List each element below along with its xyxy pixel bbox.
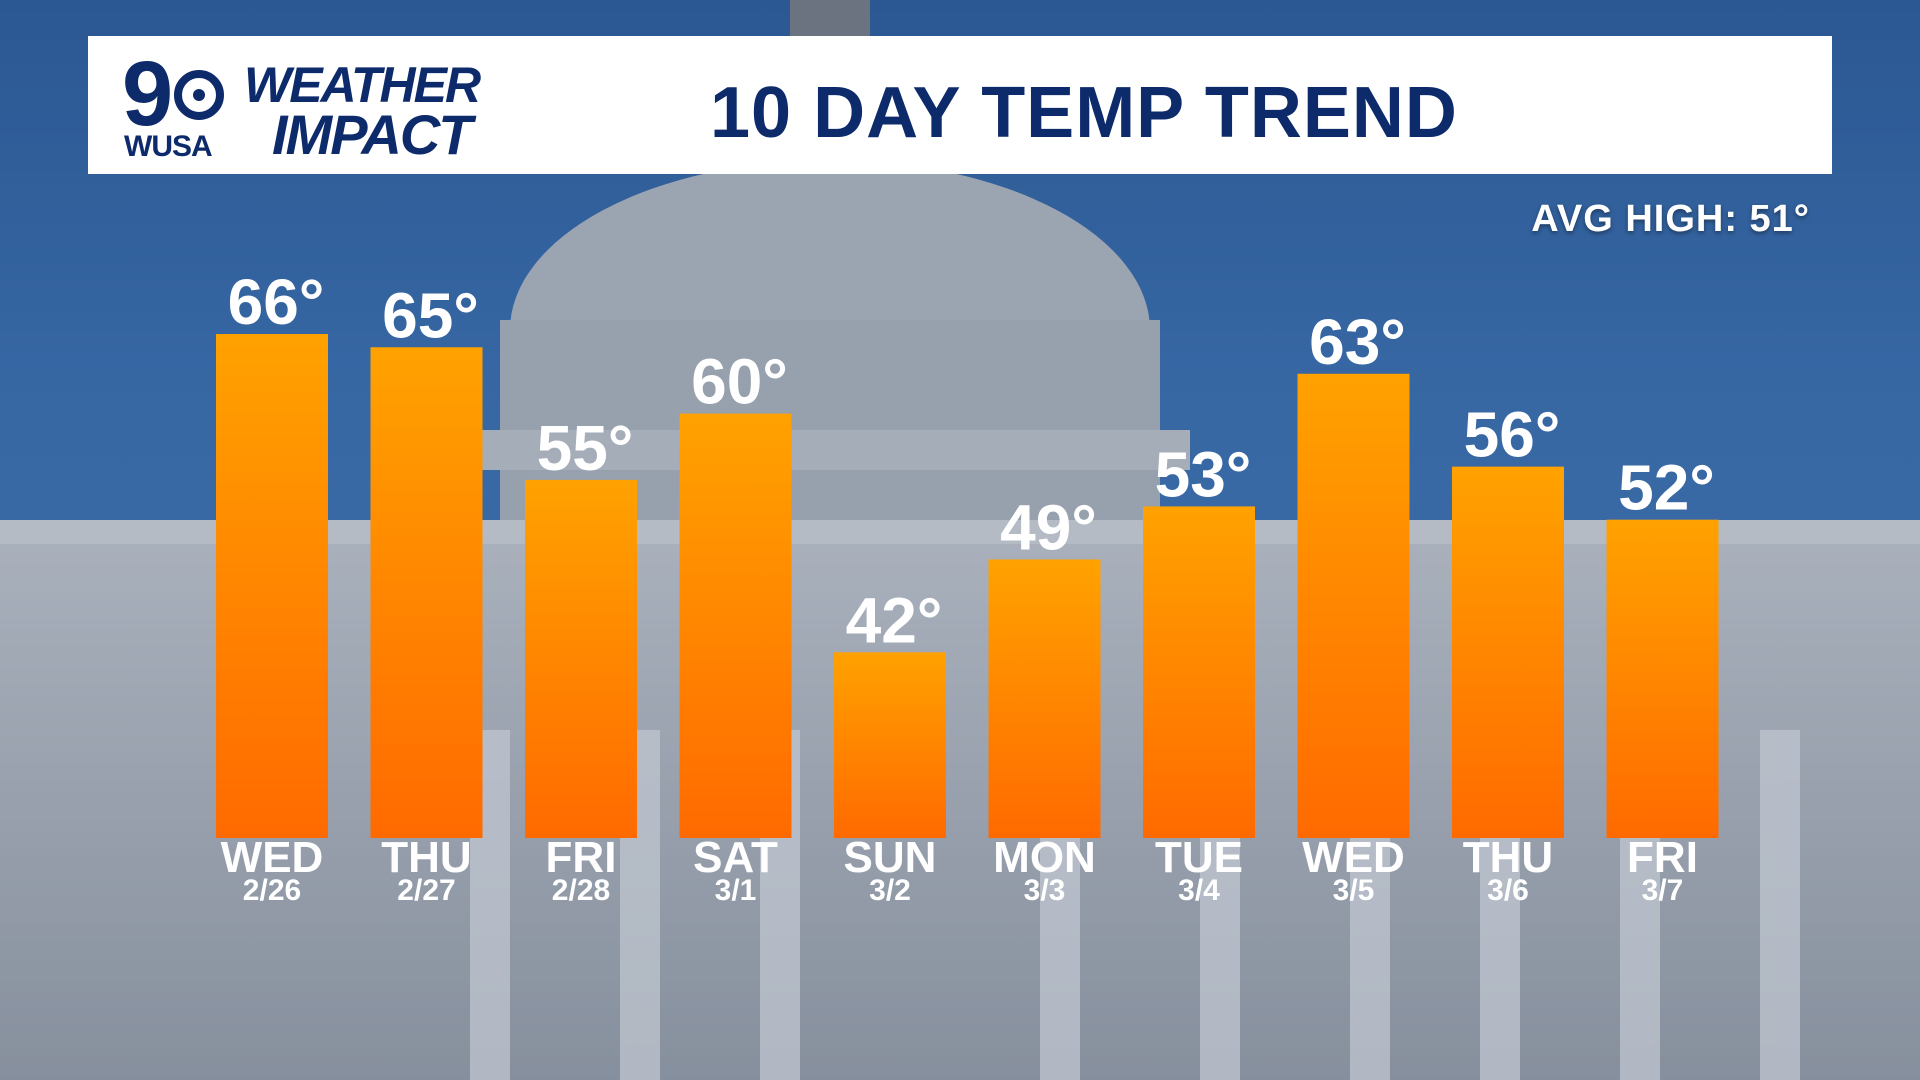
bar-7 (1297, 373, 1410, 838)
header-bar: 9 WUSA WEATHER IMPACT 10 DAY TEMP TREND (88, 36, 1832, 174)
bar-value-label-8: 56° (1464, 399, 1561, 471)
day-label-6: TUE (1155, 833, 1243, 882)
day-label-4: SUN (844, 833, 937, 882)
day-label-2: FRI (546, 833, 617, 882)
bar-value-label-3: 60° (691, 346, 788, 418)
logo-brand-line2: IMPACT (272, 103, 472, 166)
bar-value-label-1: 65° (382, 279, 479, 351)
date-label-6: 3/4 (1178, 874, 1220, 907)
date-label-4: 3/2 (869, 874, 911, 907)
bar-8 (1452, 466, 1564, 838)
date-label-3: 3/1 (715, 874, 757, 907)
bar-9 (1606, 519, 1719, 838)
bar-value-label-7: 63° (1309, 306, 1406, 378)
day-label-0: WED (221, 833, 324, 882)
bar-6 (1143, 506, 1255, 838)
bar-value-label-4: 42° (846, 584, 943, 656)
date-label-5: 3/3 (1024, 874, 1066, 907)
day-label-5: MON (993, 833, 1096, 882)
bar-5 (988, 559, 1101, 838)
date-label-9: 3/7 (1642, 874, 1684, 907)
day-label-8: THU (1463, 833, 1553, 882)
bar-2 (525, 479, 637, 838)
bar-4 (834, 652, 946, 838)
bar-value-label-0: 66° (228, 266, 325, 338)
day-label-3: SAT (693, 833, 778, 882)
bar-3 (679, 413, 792, 838)
eye-icon (174, 70, 224, 120)
bar-value-label-2: 55° (537, 412, 634, 484)
bar-value-label-6: 53° (1155, 438, 1252, 510)
date-label-1: 2/27 (397, 874, 455, 907)
bar-0 (216, 334, 328, 838)
station-logo: 9 WUSA WEATHER IMPACT (122, 43, 562, 166)
logo-station: WUSA (124, 130, 213, 163)
day-label-7: WED (1302, 833, 1405, 882)
date-label-0: 2/26 (243, 874, 301, 907)
date-label-8: 3/6 (1487, 874, 1529, 907)
bar-1 (370, 347, 483, 838)
logo-number: 9 (122, 43, 174, 145)
day-label-1: THU (381, 833, 471, 882)
date-label-7: 3/5 (1333, 874, 1375, 907)
page-title: 10 DAY TEMP TREND (710, 73, 1458, 153)
bar-value-label-9: 52° (1618, 452, 1715, 524)
logo-brand-line1: WEATHER (244, 57, 481, 113)
bar-value-label-5: 49° (1000, 491, 1097, 563)
day-label-9: FRI (1627, 833, 1698, 882)
avg-high-label: AVG HIGH: 51° (1531, 198, 1810, 240)
date-label-2: 2/28 (552, 874, 610, 907)
